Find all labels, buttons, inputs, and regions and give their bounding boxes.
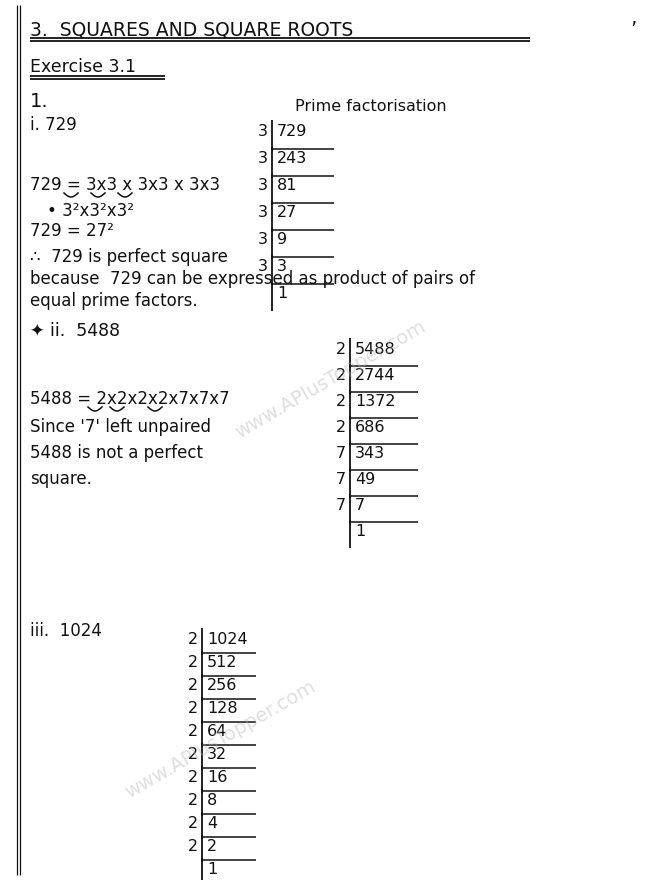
Text: 343: 343 (355, 446, 385, 461)
Text: 2744: 2744 (355, 368, 395, 383)
Text: 1: 1 (207, 862, 217, 877)
Text: 686: 686 (355, 420, 386, 435)
Text: 3.  SQUARES AND SQUARE ROOTS: 3. SQUARES AND SQUARE ROOTS (30, 20, 353, 39)
Text: ✦ ii.  5488: ✦ ii. 5488 (30, 322, 120, 340)
Text: 2: 2 (188, 770, 198, 785)
Text: 5488 is not a perfect: 5488 is not a perfect (30, 444, 203, 462)
Text: 3: 3 (258, 205, 268, 220)
Text: 7: 7 (355, 498, 365, 513)
Text: 3: 3 (258, 259, 268, 274)
Text: 16: 16 (207, 770, 227, 785)
Text: 3: 3 (258, 178, 268, 193)
Text: i. 729: i. 729 (30, 116, 77, 134)
Text: 729: 729 (277, 124, 307, 139)
Text: 2: 2 (188, 701, 198, 716)
Text: 1: 1 (355, 524, 366, 539)
Text: www.APlusTopper.com: www.APlusTopper.com (231, 318, 429, 443)
Text: 5488 = 2x2x2x2x7x7x7: 5488 = 2x2x2x2x7x7x7 (30, 390, 230, 408)
Text: www.APlusTopper.com: www.APlusTopper.com (121, 678, 319, 803)
Text: 128: 128 (207, 701, 237, 716)
Text: 49: 49 (355, 472, 375, 487)
Text: 2: 2 (188, 632, 198, 647)
Text: ∴  729 is perfect square: ∴ 729 is perfect square (30, 248, 228, 266)
Text: 81: 81 (277, 178, 298, 193)
Text: 3: 3 (277, 259, 287, 274)
Text: 2: 2 (188, 655, 198, 670)
Text: 3: 3 (258, 232, 268, 247)
Text: 2: 2 (207, 839, 217, 854)
Text: 27: 27 (277, 205, 297, 220)
Text: 512: 512 (207, 655, 237, 670)
Text: 2: 2 (188, 816, 198, 831)
Text: 2: 2 (188, 747, 198, 762)
Text: 7: 7 (336, 446, 346, 461)
Text: 8: 8 (207, 793, 217, 808)
Text: 3: 3 (258, 151, 268, 166)
Text: 2: 2 (188, 793, 198, 808)
Text: • 3²x3²x3²: • 3²x3²x3² (47, 202, 134, 220)
Text: 243: 243 (277, 151, 307, 166)
Text: equal prime factors.: equal prime factors. (30, 292, 197, 310)
Text: 64: 64 (207, 724, 227, 739)
Text: 2: 2 (336, 394, 346, 409)
Text: 2: 2 (336, 342, 346, 357)
Text: 2: 2 (188, 678, 198, 693)
Text: Exercise 3.1: Exercise 3.1 (30, 58, 136, 76)
Text: 3: 3 (258, 124, 268, 139)
Text: 4: 4 (207, 816, 217, 831)
Text: 5488: 5488 (355, 342, 396, 357)
Text: 2: 2 (188, 839, 198, 854)
Text: 729 = 3x3 x 3x3 x 3x3: 729 = 3x3 x 3x3 x 3x3 (30, 176, 220, 194)
Text: 1: 1 (277, 286, 287, 301)
Text: Prime factorisation: Prime factorisation (295, 99, 446, 114)
Text: 2: 2 (188, 724, 198, 739)
Text: because  729 can be expressed as product of pairs of: because 729 can be expressed as product … (30, 270, 475, 288)
Text: 1.: 1. (30, 92, 49, 111)
Text: 1372: 1372 (355, 394, 395, 409)
Text: ’: ’ (630, 20, 636, 39)
Text: 729 = 27²: 729 = 27² (30, 222, 114, 240)
Text: iii.  1024: iii. 1024 (30, 622, 102, 640)
Text: 1024: 1024 (207, 632, 248, 647)
Text: 7: 7 (336, 472, 346, 487)
Text: 256: 256 (207, 678, 237, 693)
Text: 9: 9 (277, 232, 287, 247)
Text: 32: 32 (207, 747, 227, 762)
Text: Since '7' left unpaired: Since '7' left unpaired (30, 418, 211, 436)
Text: 2: 2 (336, 368, 346, 383)
Text: square.: square. (30, 470, 92, 488)
Text: 2: 2 (336, 420, 346, 435)
Text: 7: 7 (336, 498, 346, 513)
